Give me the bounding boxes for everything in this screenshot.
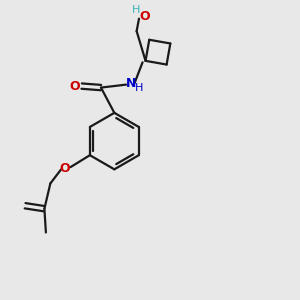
Text: N: N <box>126 77 136 90</box>
Text: O: O <box>140 10 150 23</box>
Text: H: H <box>132 5 140 15</box>
Text: O: O <box>59 162 70 175</box>
Text: H: H <box>134 83 143 93</box>
Text: O: O <box>70 80 80 93</box>
